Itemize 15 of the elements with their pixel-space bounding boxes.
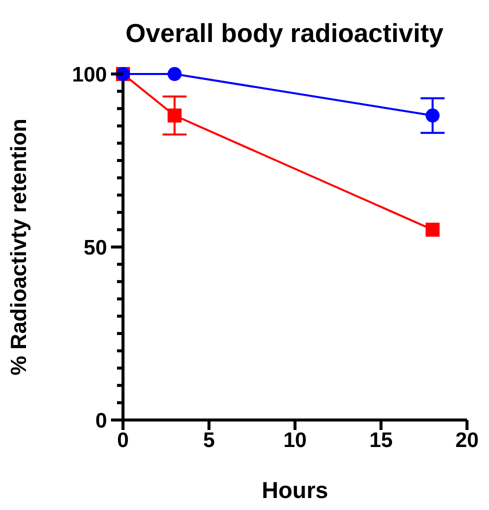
x-tick-label: 10 [283, 428, 307, 452]
x-axis-title: Hours [262, 477, 328, 503]
x-tick-label: 15 [369, 428, 393, 452]
x-tick-label: 20 [455, 428, 479, 452]
y-tick-label: 100 [72, 63, 107, 86]
x-tick-label: 0 [117, 428, 129, 452]
y-tick-label: 50 [84, 236, 107, 260]
point [426, 108, 440, 123]
x-tick-label: 5 [203, 428, 216, 452]
point [426, 222, 440, 237]
y-axis-title: % Radioactivty retention [6, 118, 31, 376]
y-tick-label: 0 [95, 409, 107, 432]
point [168, 108, 182, 123]
chart-title: Overall body radioactivity [124, 18, 444, 49]
point [168, 67, 182, 81]
